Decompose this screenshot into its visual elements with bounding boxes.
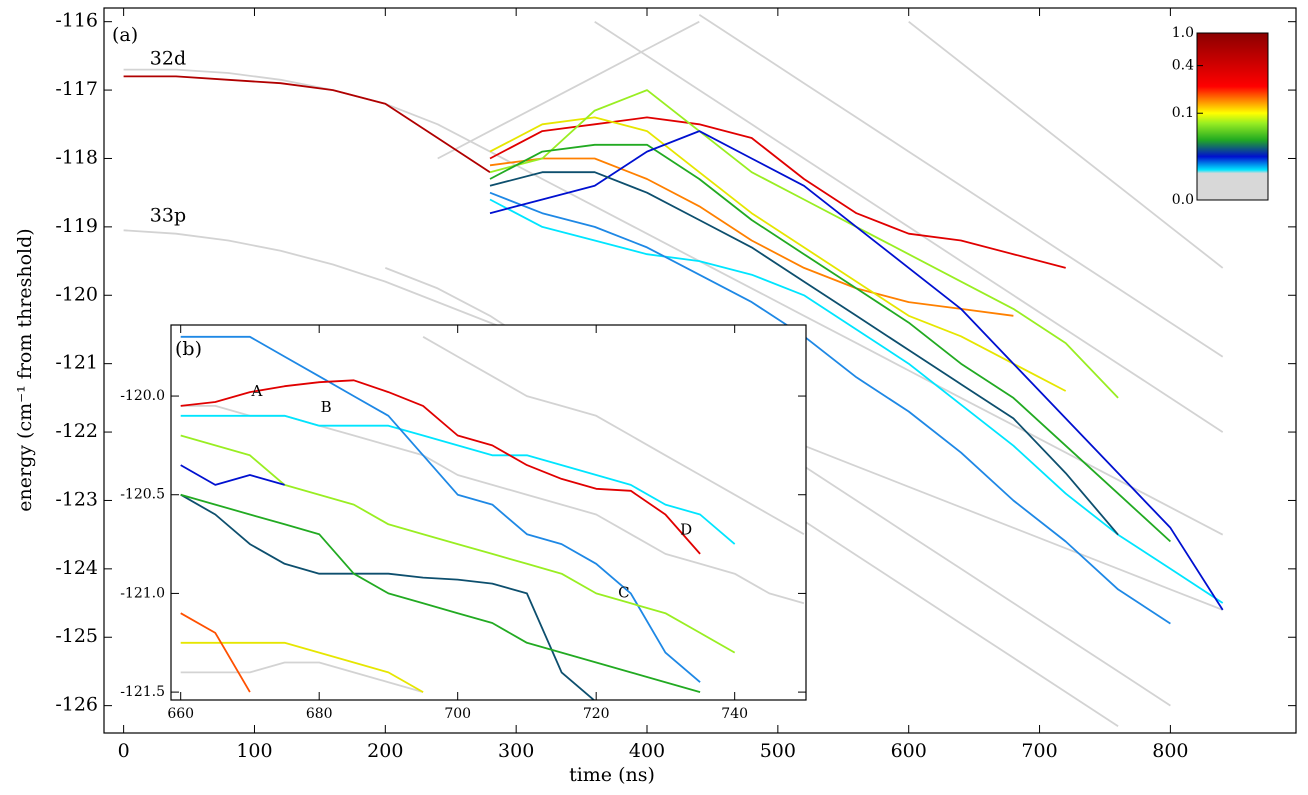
annotation: C	[618, 583, 629, 601]
x-tick-label: 720	[583, 706, 610, 722]
series-line	[437, 20, 700, 160]
colorbar-tick-label: 0.4	[1172, 58, 1194, 74]
colorbar-tick-label: 1.0	[1172, 25, 1194, 41]
x-tick-label: 660	[167, 706, 194, 722]
y-tick-label: -122	[55, 420, 98, 442]
annotation: B	[321, 398, 332, 416]
series-line	[594, 20, 1224, 433]
series-line	[908, 20, 1224, 269]
x-tick-label: 740	[721, 706, 748, 722]
y-tick-label: -123	[55, 488, 98, 510]
y-tick-label: -121.5	[120, 684, 165, 700]
x-tick-label: 700	[1021, 740, 1057, 762]
panel-label: (a)	[112, 24, 138, 46]
series-line	[489, 143, 1172, 543]
x-tick-label: 680	[306, 706, 333, 722]
series-line	[698, 14, 1224, 358]
series-line	[180, 414, 736, 545]
lines	[180, 335, 805, 700]
x-tick-label: 500	[760, 740, 796, 762]
x-tick-label: 100	[236, 740, 272, 762]
y-tick-label: -124	[55, 557, 98, 579]
series-line	[489, 89, 1119, 399]
x-axis-label: time (ns)	[569, 764, 655, 786]
series-line	[180, 379, 701, 555]
series-line	[489, 198, 1224, 604]
y-tick-label: -121.0	[120, 585, 165, 601]
x-tick-label: 300	[498, 740, 534, 762]
series-line	[489, 116, 1066, 269]
annotation: D	[680, 520, 692, 538]
y-tick-label: -120.5	[120, 487, 165, 503]
series-line	[751, 431, 1171, 707]
y-tick-label: -121	[55, 352, 98, 374]
series-line	[489, 191, 1171, 625]
y-tick-label: -118	[55, 146, 98, 168]
inset-panel: 660 680 700 720 740 -120.0 -120.5 -121.0 -121.5 (…	[120, 324, 807, 722]
series-line	[180, 335, 701, 683]
panel-label: (b)	[175, 338, 202, 360]
series-line	[180, 661, 424, 693]
x-tick-label: 700	[444, 706, 471, 722]
y-tick-label: -116	[55, 10, 98, 32]
plot-background	[171, 325, 806, 700]
x-tick-label: 600	[891, 740, 927, 762]
series-line	[180, 612, 251, 693]
series-line	[180, 434, 736, 654]
y-axis-label: energy (cm⁻¹ from threshold)	[14, 228, 36, 511]
annotation: 33p	[150, 205, 186, 227]
x-tick-label: 200	[367, 740, 403, 762]
series-line	[123, 75, 491, 173]
series-line	[180, 493, 596, 700]
x-tick-label: 400	[629, 740, 665, 762]
series-line	[180, 493, 701, 693]
y-tick-label: -126	[55, 694, 98, 716]
colorbar: 0.0 0.1 0.4 1.0	[1172, 25, 1269, 208]
series-line	[123, 68, 1224, 536]
series-line	[489, 157, 1014, 317]
y-tick-label: -119	[55, 215, 98, 237]
colorbar-tick-label: 0.1	[1172, 105, 1194, 121]
y-tick-label: -117	[55, 78, 98, 100]
y-tick-label: -120.0	[120, 388, 165, 404]
colorbar-gradient	[1196, 32, 1269, 201]
x-tick-label: 0	[118, 740, 130, 762]
lines	[123, 14, 1224, 727]
y-tick-label: -120	[55, 283, 98, 305]
colorbar-tick-label: 0.0	[1172, 192, 1194, 208]
x-tick-label: 800	[1152, 740, 1188, 762]
annotation: 32d	[150, 47, 186, 69]
series-line	[489, 130, 1224, 611]
plot-frame	[103, 7, 1297, 734]
series-line	[422, 336, 805, 535]
y-tick-label: -125	[55, 625, 98, 647]
series-line	[180, 464, 285, 486]
annotation: A	[250, 382, 262, 400]
plot-frame	[170, 324, 807, 701]
series-line	[489, 171, 1119, 536]
